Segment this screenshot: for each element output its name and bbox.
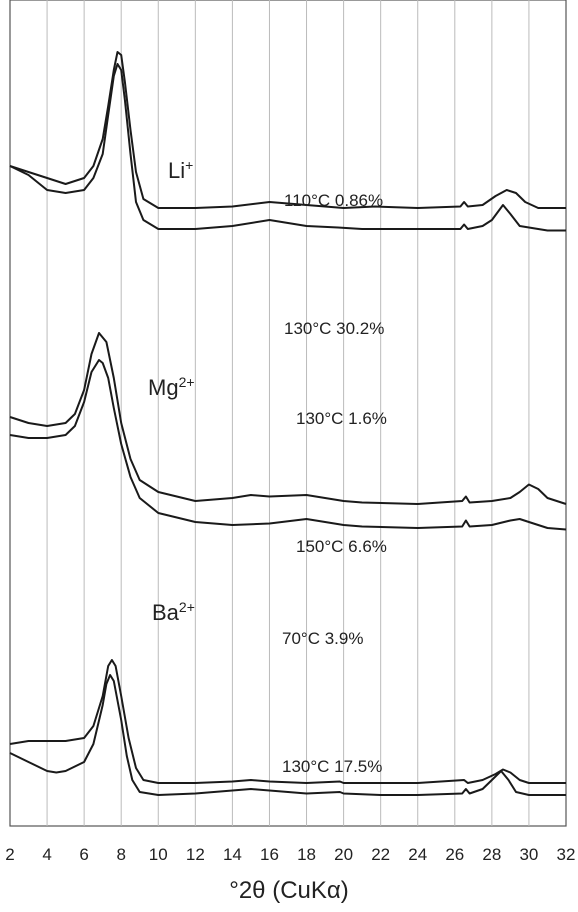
plot-frame [9,0,567,827]
x-tick-4: 4 [42,845,51,864]
x-tick-10: 10 [149,845,168,864]
ion-label-li: Li+ [168,157,193,183]
gridlines [9,0,567,827]
ion-label-mg: Mg2+ [148,374,195,400]
x-tick-2: 2 [5,845,14,864]
x-tick-labels: 2 4 6 8 10 12 14 16 18 20 22 24 26 28 30 32 [5,845,575,864]
x-tick-32: 32 [557,845,576,864]
x-tick-22: 22 [371,845,390,864]
series-ba-2 [9,674,566,796]
x-tick-18: 18 [297,845,316,864]
ion-label-ba: Ba2+ [152,599,195,625]
x-tick-8: 8 [116,845,125,864]
x-axis-label: °2θ (CuKα) [229,877,349,904]
diffraction-curves [9,51,567,796]
series-mg-1 [9,332,567,505]
ion-labels: Li+ Mg2+ Ba2+ [148,157,195,625]
x-tick-12: 12 [186,845,205,864]
condition-label-mg-1: 130°C 1.6% [296,409,387,428]
condition-label-ba-1: 70°C 3.9% [282,629,363,648]
condition-labels: 110°C 0.86% 130°C 30.2% 130°C 1.6% 150°C 6.… [282,191,387,776]
condition-label-li-1: 110°C 0.86% [284,191,383,210]
condition-label-ba-2: 130°C 17.5% [282,757,382,776]
x-tick-20: 20 [334,845,353,864]
series-mg-2 [9,359,567,531]
x-tick-24: 24 [408,845,427,864]
condition-label-li-2: 130°C 30.2% [284,319,384,338]
x-tick-6: 6 [79,845,88,864]
condition-label-mg-2: 150°C 6.6% [296,537,387,556]
x-tick-16: 16 [260,845,279,864]
series-li-1 [9,51,566,209]
x-tick-30: 30 [519,845,538,864]
series-li-2 [9,63,566,232]
x-tick-26: 26 [445,845,464,864]
x-tick-28: 28 [482,845,501,864]
x-tick-14: 14 [223,845,242,864]
